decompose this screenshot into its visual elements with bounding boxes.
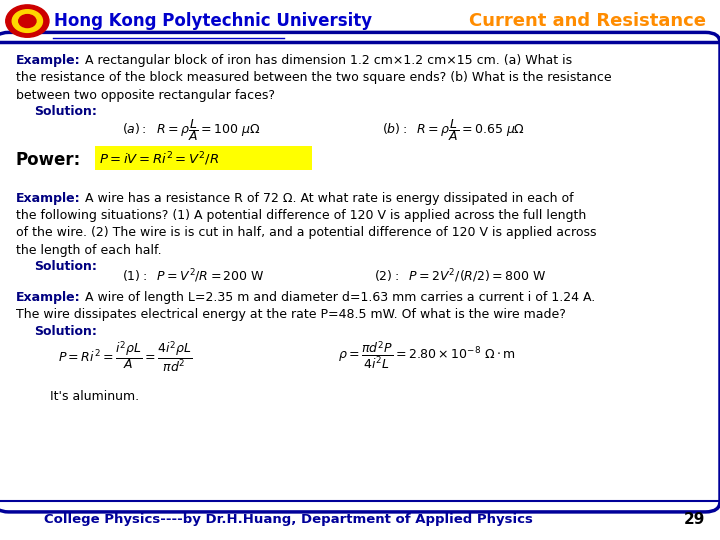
Text: $P = Ri^2 = \dfrac{i^2\rho L}{A} = \dfrac{4i^2\rho L}{\pi d^2}$: $P = Ri^2 = \dfrac{i^2\rho L}{A} = \dfra… bbox=[58, 339, 192, 374]
Text: Power:: Power: bbox=[16, 151, 81, 169]
Text: Hong Kong Polytechnic University: Hong Kong Polytechnic University bbox=[54, 12, 372, 30]
Circle shape bbox=[19, 15, 36, 28]
Text: $(1):$  $P = V^2/R = 200\ \mathrm{W}$: $(1):$ $P = V^2/R = 200\ \mathrm{W}$ bbox=[122, 267, 265, 285]
Text: A wire of length L=2.35 m and diameter d=1.63 mm carries a current i of 1.24 A.: A wire of length L=2.35 m and diameter d… bbox=[85, 291, 595, 303]
Text: It's aluminum.: It's aluminum. bbox=[50, 390, 140, 403]
Text: Example:: Example: bbox=[16, 192, 81, 205]
Text: of the wire. (2) The wire is is cut in half, and a potential difference of 120 V: of the wire. (2) The wire is is cut in h… bbox=[16, 226, 596, 239]
Text: the following situations? (1) A potential difference of 120 V is applied across : the following situations? (1) A potentia… bbox=[16, 209, 586, 222]
Circle shape bbox=[12, 10, 42, 32]
Text: Solution:: Solution: bbox=[35, 260, 97, 273]
Text: $(a):$  $R = \rho\dfrac{L}{A} = 100\ \mu\Omega$: $(a):$ $R = \rho\dfrac{L}{A} = 100\ \mu\… bbox=[122, 117, 261, 143]
Text: $\rho = \dfrac{\pi d^2 P}{4i^2 L} = 2.80\times 10^{-8}\ \Omega\cdot\mathrm{m}$: $\rho = \dfrac{\pi d^2 P}{4i^2 L} = 2.80… bbox=[338, 339, 516, 371]
FancyBboxPatch shape bbox=[0, 32, 720, 512]
FancyBboxPatch shape bbox=[95, 146, 312, 170]
Text: Current and Resistance: Current and Resistance bbox=[469, 12, 706, 30]
Text: Example:: Example: bbox=[16, 54, 81, 67]
Text: the length of each half.: the length of each half. bbox=[16, 244, 161, 256]
Text: Solution:: Solution: bbox=[35, 325, 97, 338]
Text: A wire has a resistance R of 72 Ω. At what rate is energy dissipated in each of: A wire has a resistance R of 72 Ω. At wh… bbox=[85, 192, 574, 205]
Text: The wire dissipates electrical energy at the rate P=48.5 mW. Of what is the wire: The wire dissipates electrical energy at… bbox=[16, 308, 566, 321]
Text: $(2):$  $P = 2V^2/(R/2) = 800\ \mathrm{W}$: $(2):$ $P = 2V^2/(R/2) = 800\ \mathrm{W}… bbox=[374, 267, 546, 285]
Text: 29: 29 bbox=[684, 512, 706, 527]
Text: Example:: Example: bbox=[16, 291, 81, 303]
Text: the resistance of the block measured between the two square ends? (b) What is th: the resistance of the block measured bet… bbox=[16, 71, 611, 84]
Circle shape bbox=[6, 5, 49, 37]
Text: $P = iV = Ri^2 = V^2/R$: $P = iV = Ri^2 = V^2/R$ bbox=[99, 150, 220, 168]
Text: between two opposite rectangular faces?: between two opposite rectangular faces? bbox=[16, 89, 275, 102]
Text: $(b):$  $R = \rho\dfrac{L}{A} = 0.65\ \mu\Omega$: $(b):$ $R = \rho\dfrac{L}{A} = 0.65\ \mu… bbox=[382, 117, 525, 143]
Text: Solution:: Solution: bbox=[35, 105, 97, 118]
Text: A rectangular block of iron has dimension 1.2 cm×1.2 cm×15 cm. (a) What is: A rectangular block of iron has dimensio… bbox=[85, 54, 572, 67]
Text: College Physics----by Dr.H.Huang, Department of Applied Physics: College Physics----by Dr.H.Huang, Depart… bbox=[44, 513, 532, 526]
